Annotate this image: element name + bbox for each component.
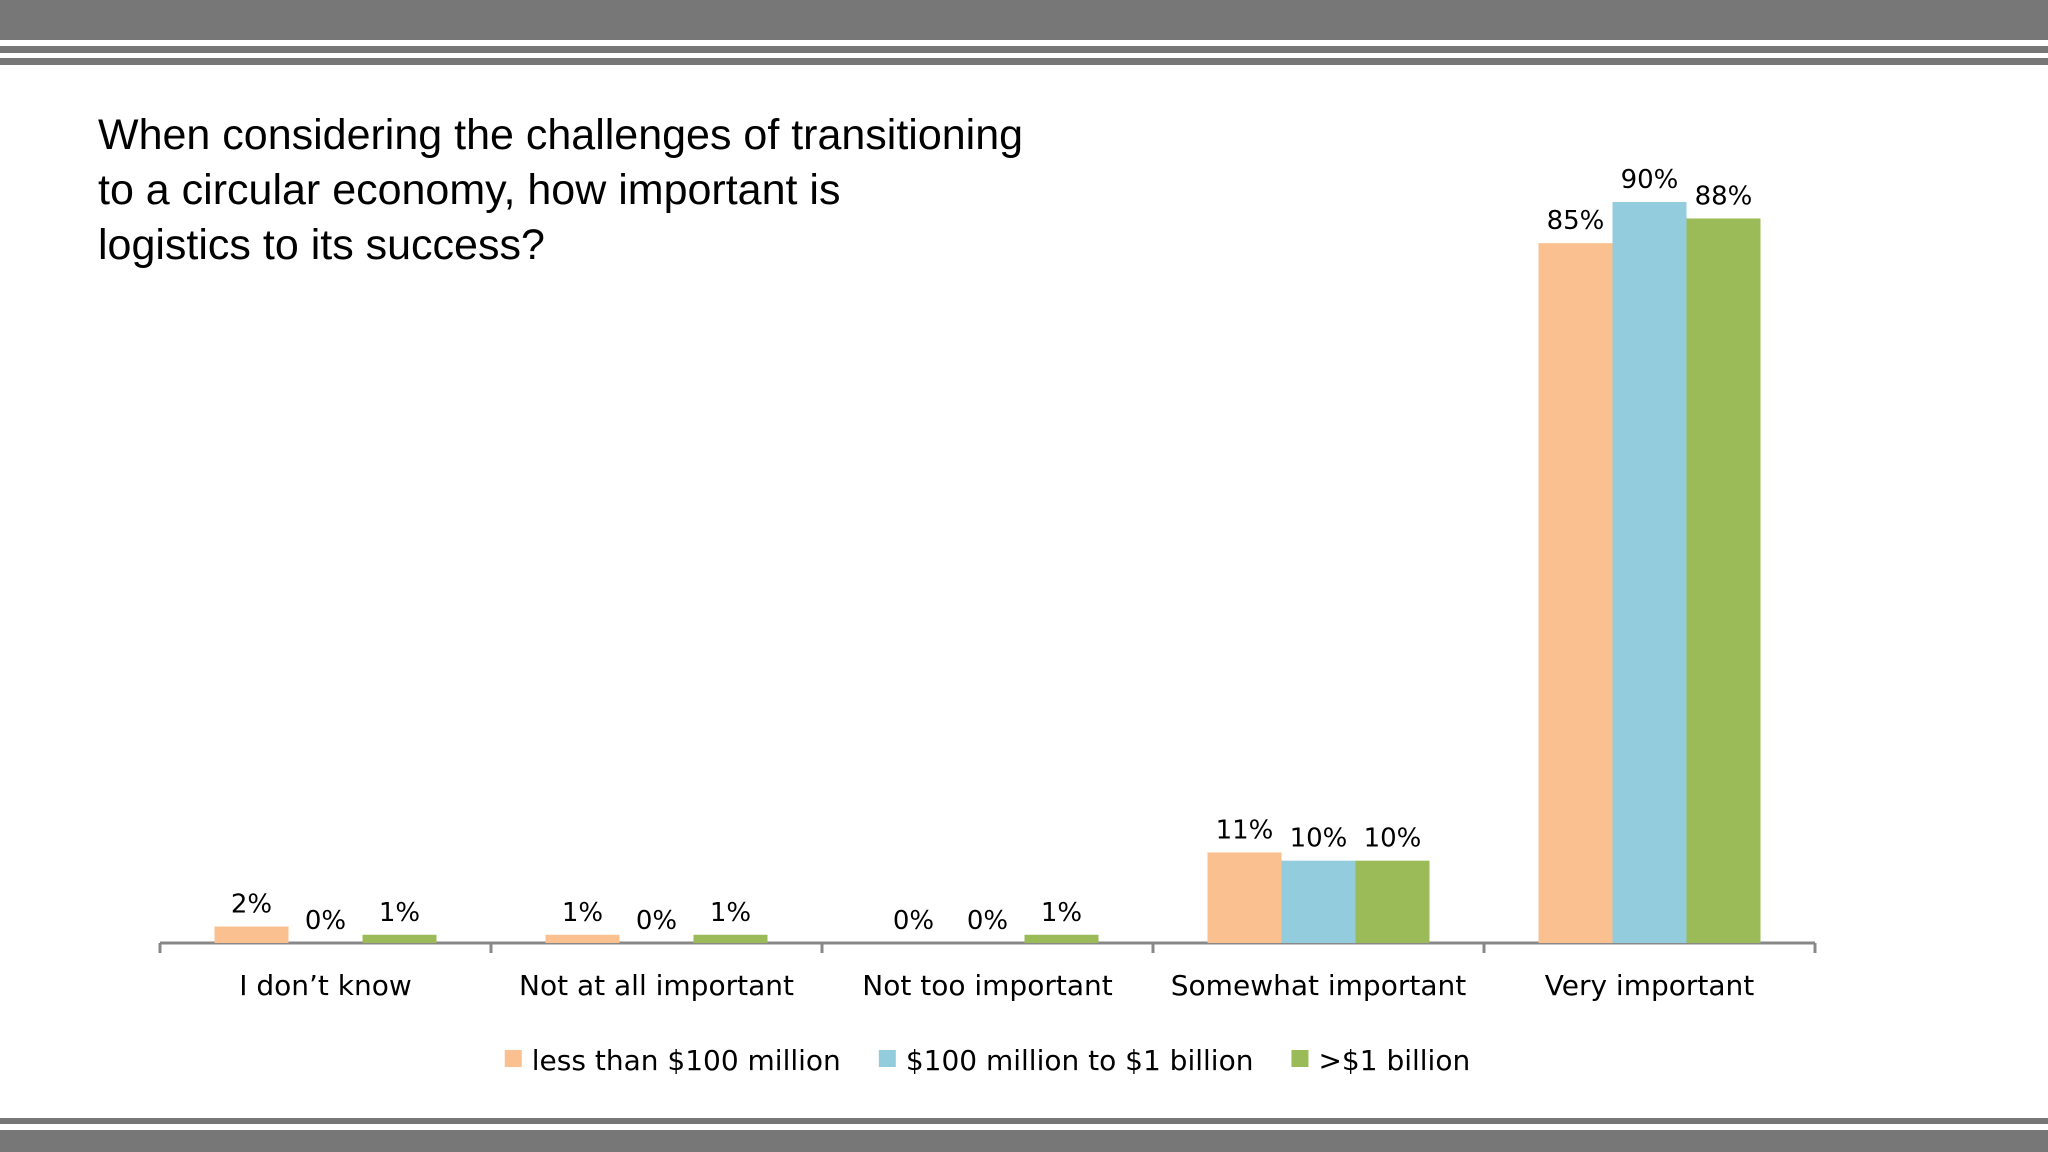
data-label: 2% xyxy=(231,890,272,920)
bar xyxy=(1612,202,1687,943)
chart-title-line-3: logistics to its success? xyxy=(98,221,545,269)
top-band-thin-1 xyxy=(0,46,2048,53)
category-label: I don’t know xyxy=(239,969,412,1002)
chart-title: When considering the challenges of trans… xyxy=(98,108,1198,273)
legend-swatch xyxy=(878,1050,896,1067)
category-label: Not too important xyxy=(862,969,1112,1002)
data-label: 10% xyxy=(1290,824,1348,854)
chart-title-line-1: When considering the challenges of trans… xyxy=(98,111,1024,159)
bar xyxy=(214,926,289,943)
bar xyxy=(693,934,768,943)
data-label: 1% xyxy=(710,898,751,928)
data-label: 10% xyxy=(1364,824,1422,854)
data-label: 11% xyxy=(1216,815,1274,845)
bar xyxy=(1207,852,1282,943)
top-band-thin-2 xyxy=(0,58,2048,65)
bar xyxy=(545,934,620,943)
bottom-band-thick xyxy=(0,1130,2048,1152)
legend-label: less than $100 million xyxy=(532,1044,841,1077)
data-label: 0% xyxy=(967,906,1008,936)
legend-label: $100 million to $1 billion xyxy=(906,1044,1254,1077)
data-label: 1% xyxy=(379,898,420,928)
category-label: Not at all important xyxy=(519,969,794,1002)
data-label: 1% xyxy=(562,898,603,928)
bottom-band-thin xyxy=(0,1118,2048,1124)
legend-swatch xyxy=(1291,1050,1309,1067)
category-label: Somewhat important xyxy=(1171,969,1466,1002)
data-label: 0% xyxy=(893,906,934,936)
top-band-thick xyxy=(0,0,2048,40)
bar xyxy=(1686,218,1761,943)
category-label: Very important xyxy=(1545,969,1755,1002)
data-label: 85% xyxy=(1547,206,1605,236)
chart-title-line-2: to a circular economy, how important is xyxy=(98,166,841,214)
data-label: 0% xyxy=(305,906,346,936)
data-label: 1% xyxy=(1041,898,1082,928)
bar xyxy=(1281,860,1356,943)
data-label: 0% xyxy=(636,906,677,936)
bar xyxy=(362,934,437,943)
legend-swatch xyxy=(504,1050,522,1067)
data-label: 90% xyxy=(1621,165,1679,195)
bar xyxy=(1024,934,1099,943)
data-label: 88% xyxy=(1695,181,1753,211)
bar xyxy=(1538,243,1613,943)
legend-label: >$1 billion xyxy=(1318,1044,1470,1077)
bar xyxy=(1355,860,1430,943)
